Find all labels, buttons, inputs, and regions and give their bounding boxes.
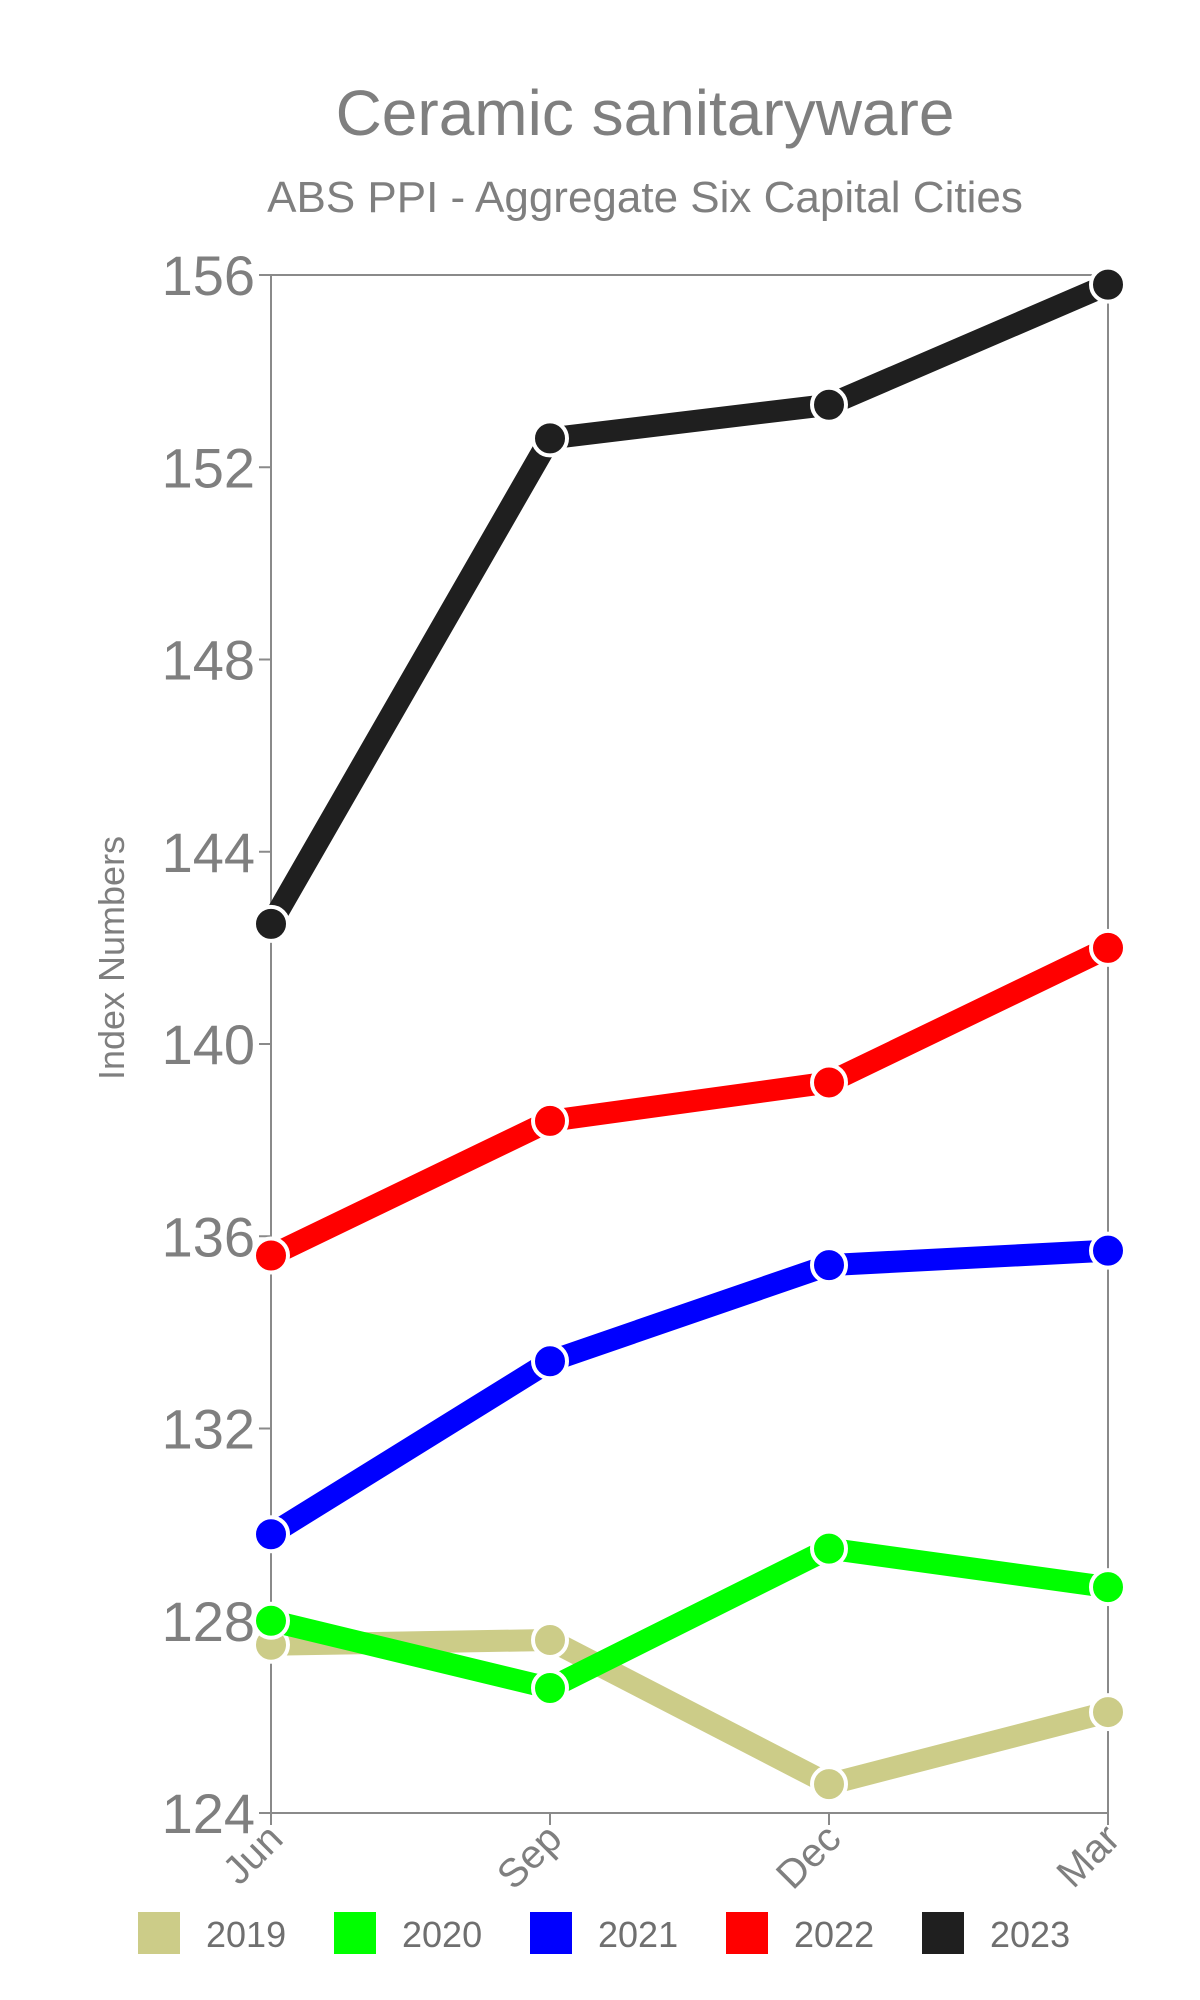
series-line (260, 1239, 1119, 1546)
legend-swatch (334, 1912, 376, 1954)
series-line (260, 1628, 1119, 1796)
y-tick-label: 144 (162, 821, 255, 884)
series-line (260, 1537, 1119, 1700)
series-2019 (252, 1620, 1127, 1804)
data-point[interactable] (810, 1246, 848, 1285)
y-tick-label: 132 (162, 1398, 255, 1461)
data-point[interactable] (531, 419, 569, 458)
data-point[interactable] (531, 1342, 569, 1381)
series-2023 (252, 265, 1127, 943)
y-tick-label: 140 (162, 1013, 255, 1076)
y-tick-label: 156 (162, 244, 255, 307)
data-point[interactable] (531, 1101, 569, 1140)
legend-swatch (138, 1912, 180, 1954)
legend-label[interactable]: 2021 (598, 1914, 678, 1955)
data-point[interactable] (1089, 928, 1127, 967)
data-point[interactable] (1089, 265, 1127, 304)
legend-swatch (922, 1912, 964, 1954)
data-point[interactable] (252, 1601, 290, 1640)
plot-frame (270, 274, 1109, 1814)
y-axis: 124 128 132 136 140 144 148 152 156 (162, 244, 271, 1845)
y-tick-label: 124 (162, 1782, 255, 1845)
series-2020 (252, 1529, 1127, 1708)
legend-label[interactable]: 2023 (990, 1914, 1070, 1955)
x-tick-label: Mar (1049, 1816, 1129, 1896)
legend-swatch (530, 1912, 572, 1954)
chart-subtitle: ABS PPI - Aggregate Six Capital Cities (267, 173, 1023, 222)
legend-swatch (726, 1912, 768, 1954)
data-point[interactable] (531, 1669, 569, 1708)
x-tick-label: Dec (768, 1816, 849, 1897)
y-axis-label: Index Numbers (91, 836, 132, 1080)
data-point[interactable] (810, 1063, 848, 1102)
series-2022 (252, 928, 1127, 1275)
y-tick-label: 152 (162, 436, 255, 499)
data-point[interactable] (252, 1515, 290, 1554)
data-point[interactable] (1089, 1693, 1127, 1732)
legend-label[interactable]: 2022 (794, 1914, 874, 1955)
y-tick-label: 136 (162, 1205, 255, 1268)
y-tick-label: 128 (162, 1590, 255, 1653)
data-point[interactable] (810, 1529, 848, 1568)
data-point[interactable] (1089, 1568, 1127, 1607)
data-point[interactable] (252, 904, 290, 943)
data-point[interactable] (1089, 1231, 1127, 1270)
legend-label[interactable]: 2020 (402, 1914, 482, 1955)
series-layer (252, 265, 1127, 1804)
chart-title: Ceramic sanitaryware (336, 77, 955, 149)
y-tick-label: 148 (162, 629, 255, 692)
x-axis: Jun Sep Dec Mar (215, 1813, 1129, 1898)
legend-label[interactable]: 2019 (206, 1914, 286, 1955)
series-line (260, 273, 1119, 935)
legend: 2019 2020 2021 2022 2023 (138, 1912, 1070, 1955)
data-point[interactable] (531, 1620, 569, 1659)
series-line (260, 936, 1119, 1267)
data-point[interactable] (252, 1236, 290, 1275)
data-point[interactable] (810, 1765, 848, 1804)
x-tick-label: Sep (489, 1816, 570, 1897)
series-2021 (252, 1231, 1127, 1554)
data-point[interactable] (810, 385, 848, 424)
